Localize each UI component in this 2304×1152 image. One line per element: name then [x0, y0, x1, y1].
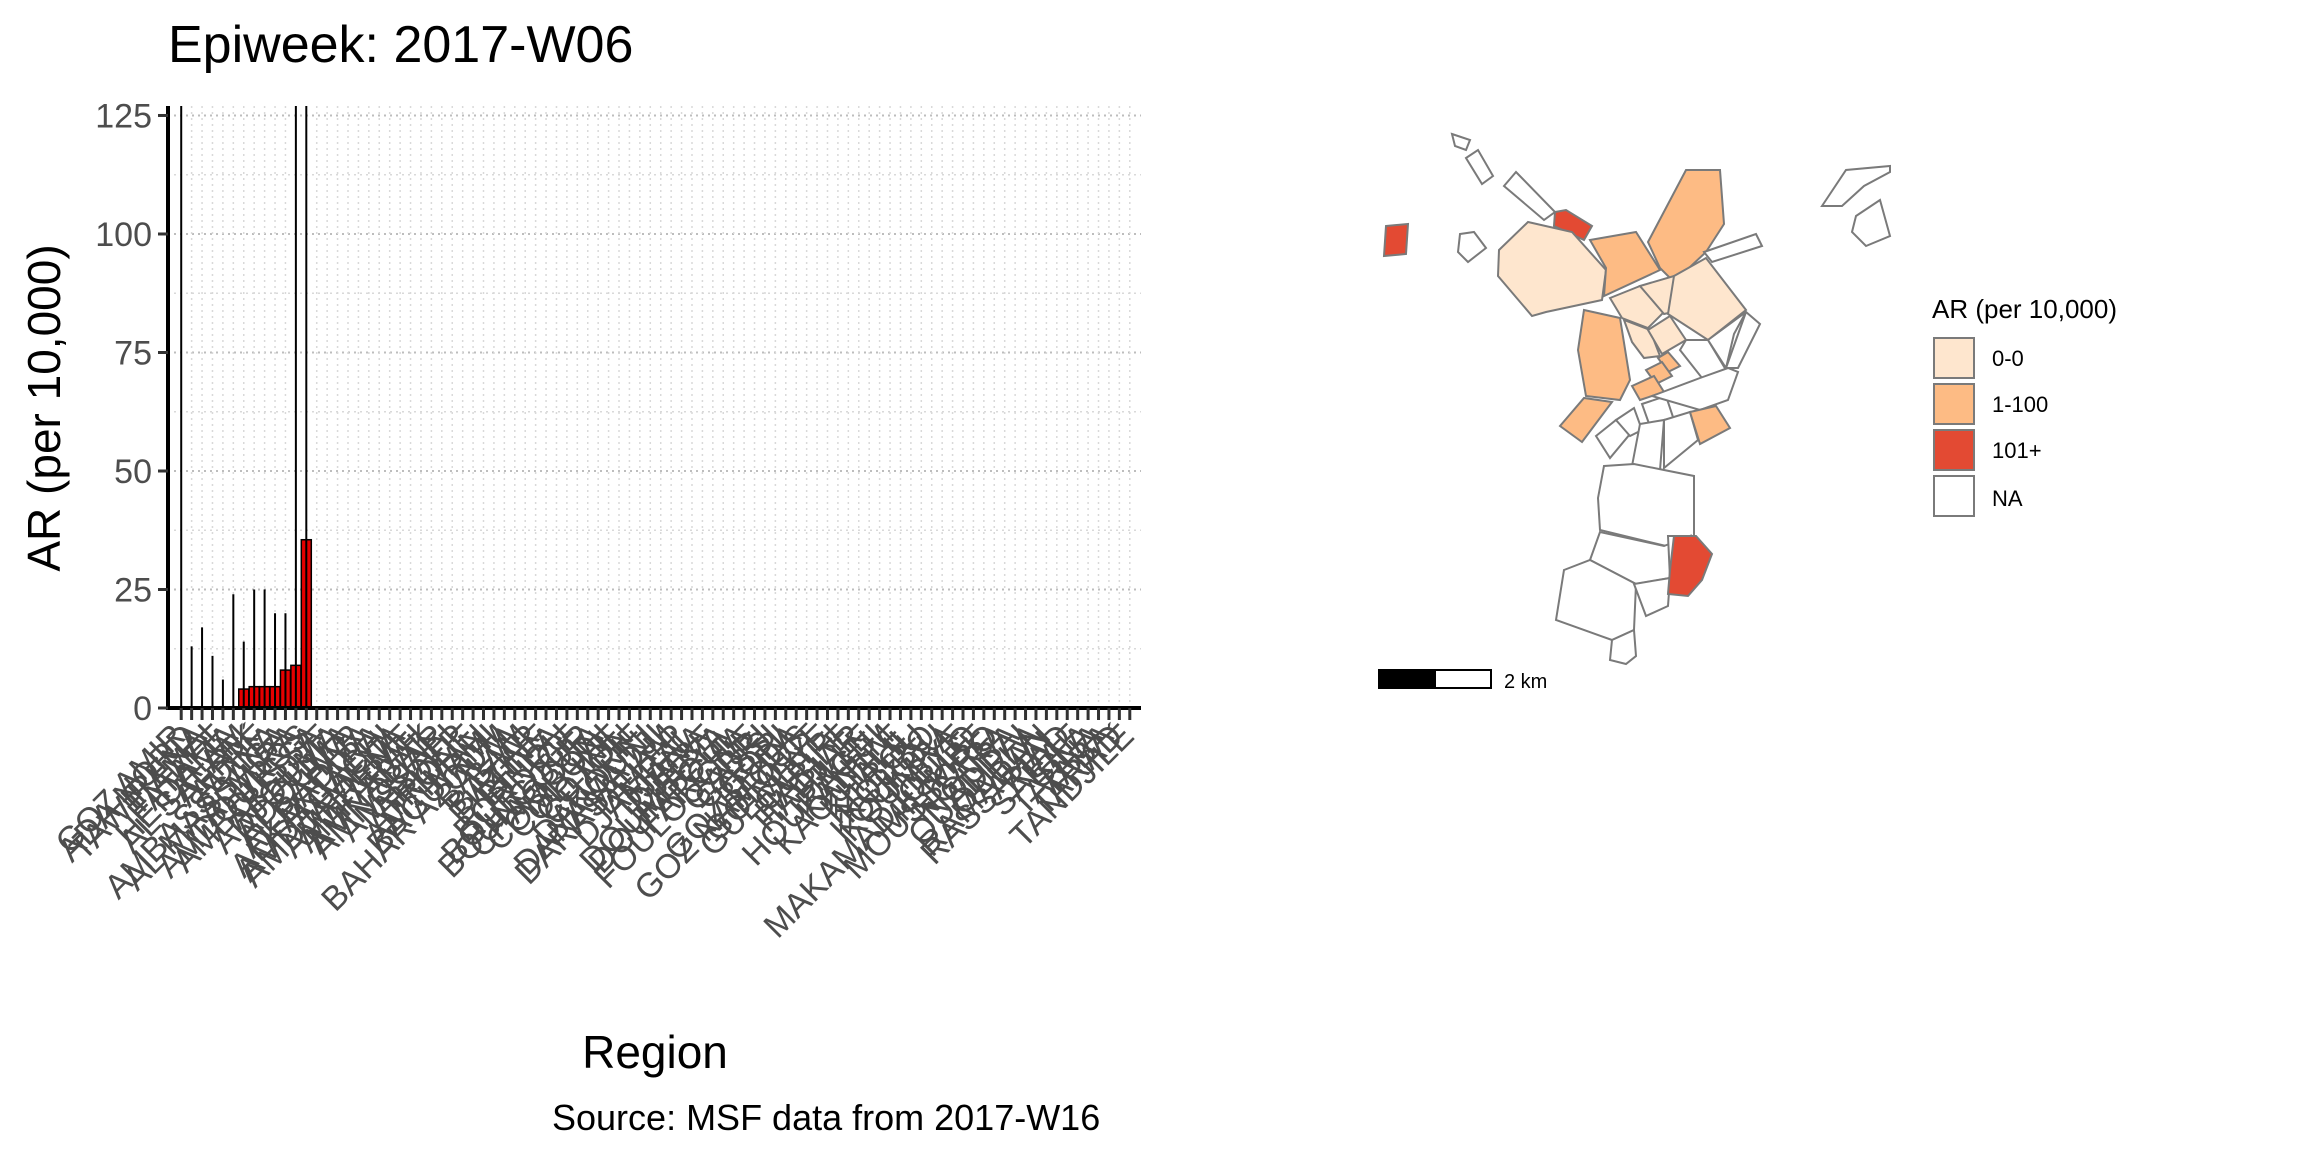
y-axis-label: AR (per 10,000) [18, 244, 70, 571]
y-axis-ticks: 0 25 50 75 100 125 [95, 97, 168, 728]
map-region [1622, 318, 1662, 360]
gridlines [168, 106, 1141, 709]
error-lines [180, 106, 308, 708]
legend-swatch-3 [1933, 475, 1975, 517]
map-region [1608, 628, 1638, 666]
scale-bar-label: 2 km [1504, 671, 1547, 693]
legend-label-2: 101+ [1992, 438, 2042, 463]
y-tick-label: 75 [114, 334, 152, 372]
legend-swatch-2 [1933, 429, 1975, 471]
y-tick-label: 25 [114, 571, 152, 609]
map-region [1646, 169, 1726, 284]
map-region [1588, 230, 1662, 298]
map-region [1464, 148, 1495, 186]
bar-chart: Epiweek: 2017-W06 0 25 50 75 100 125 GOZ AMIR… [18, 16, 1141, 1138]
legend-title: AR (per 10,000) [1932, 294, 2117, 324]
source-caption: Source: MSF data from 2017-W16 [552, 1097, 1100, 1138]
legend-label-3: NA [1992, 486, 2023, 511]
map-region [1632, 576, 1672, 618]
legend-swatch-0 [1933, 337, 1975, 379]
legend-label-0: 0-0 [1992, 346, 2024, 371]
map-region [1502, 170, 1557, 222]
map-region [1496, 220, 1608, 318]
map-region [1688, 404, 1732, 446]
scale-bar: 2 km [1378, 669, 1547, 693]
map-region [1702, 232, 1764, 264]
map-region [1608, 284, 1666, 330]
chart-title: Epiweek: 2017-W06 [168, 16, 633, 74]
y-tick-label: 50 [114, 453, 152, 491]
map-region [1850, 198, 1892, 248]
map-region [1552, 208, 1594, 242]
choropleth-map [1382, 132, 1892, 666]
map-region [1724, 310, 1762, 369]
y-tick-label: 125 [95, 97, 152, 135]
map-region [1706, 311, 1747, 371]
y-tick-label: 0 [133, 690, 152, 728]
map-region [1558, 396, 1614, 444]
map-region [1576, 308, 1632, 402]
legend-swatch-1 [1933, 383, 1975, 425]
map-region [1820, 164, 1891, 207]
y-tick-label: 100 [95, 216, 152, 254]
map-region [1456, 230, 1488, 264]
x-axis-label: Region [582, 1026, 728, 1078]
map-region [1450, 132, 1472, 152]
map-legend: AR (per 10,000) 0-0 1-100 101+ NA [1932, 294, 2117, 517]
map-region [1382, 222, 1410, 258]
map-region [1666, 535, 1714, 598]
legend-label-1: 1-100 [1992, 392, 2048, 417]
